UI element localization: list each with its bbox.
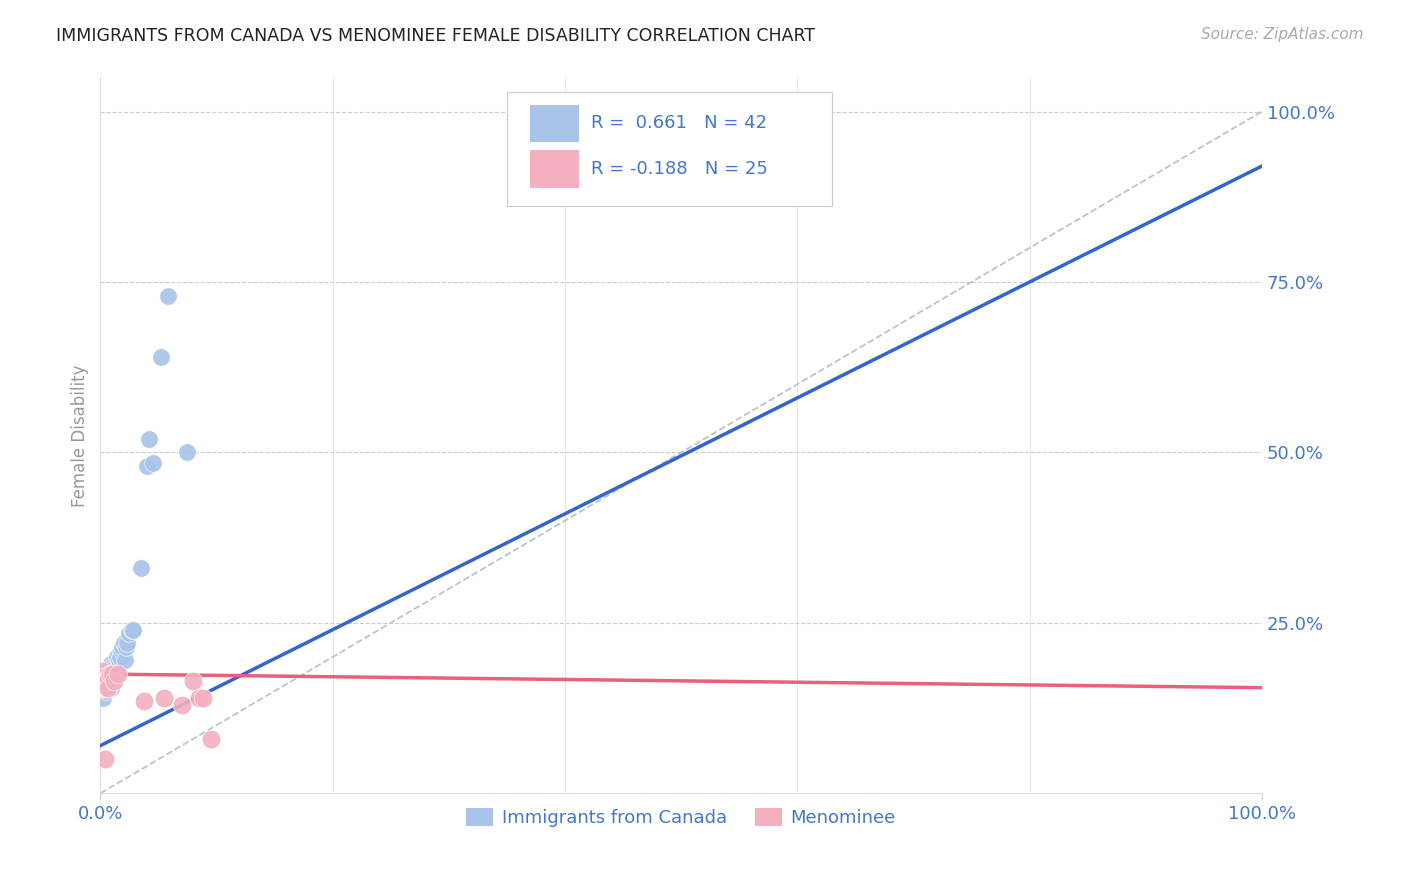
Point (114, 653, 136, 667)
Point (98, 677, 121, 691)
Point (98, 667, 121, 681)
Point (93, 673, 115, 688)
Point (96, 681, 118, 695)
Point (94, 677, 117, 691)
Point (149, 350, 172, 364)
Point (134, 694, 156, 708)
Point (200, 731, 222, 746)
Point (90, 664, 112, 678)
FancyBboxPatch shape (508, 92, 832, 206)
Text: R = -0.188   N = 25: R = -0.188 N = 25 (591, 160, 768, 178)
Point (90, 681, 112, 695)
Point (107, 667, 129, 681)
Point (170, 698, 193, 712)
Point (94, 752, 117, 766)
Point (115, 640, 138, 654)
Point (153, 690, 176, 705)
Point (91, 681, 114, 695)
Y-axis label: Female Disability: Female Disability (72, 364, 89, 507)
Text: IMMIGRANTS FROM CANADA VS MENOMINEE FEMALE DISABILITY CORRELATION CHART: IMMIGRANTS FROM CANADA VS MENOMINEE FEMA… (56, 27, 815, 45)
Point (101, 660, 124, 674)
Point (93, 681, 115, 695)
Point (96, 673, 118, 688)
Point (115, 636, 138, 650)
Point (96, 673, 118, 688)
Point (111, 640, 134, 654)
Point (191, 690, 214, 705)
Point (93, 681, 115, 695)
Point (138, 432, 160, 446)
Point (94, 670, 117, 684)
Point (101, 667, 124, 681)
Point (91, 670, 114, 684)
Point (135, 459, 157, 474)
Point (103, 673, 125, 688)
Point (103, 670, 125, 684)
Point (121, 623, 143, 637)
Point (181, 673, 204, 688)
Point (101, 667, 124, 681)
Legend: Immigrants from Canada, Menominee: Immigrants from Canada, Menominee (460, 801, 903, 834)
FancyBboxPatch shape (530, 151, 579, 187)
Point (112, 636, 135, 650)
Point (98, 667, 121, 681)
Point (96, 673, 118, 688)
Point (94, 681, 117, 695)
Point (96, 681, 118, 695)
Point (176, 445, 198, 459)
Point (93, 670, 115, 684)
Point (96, 677, 118, 691)
Text: Source: ZipAtlas.com: Source: ZipAtlas.com (1201, 27, 1364, 42)
Point (142, 456, 165, 470)
Point (110, 643, 132, 657)
Point (96, 681, 118, 695)
Point (96, 684, 118, 698)
Point (122, 623, 145, 637)
Point (91, 681, 114, 695)
Point (108, 653, 131, 667)
Point (100, 681, 122, 695)
Point (156, 288, 179, 302)
Point (129, 561, 152, 575)
Point (101, 670, 124, 684)
Point (105, 650, 128, 665)
Point (107, 660, 129, 674)
Point (97, 681, 120, 695)
Point (97, 681, 120, 695)
Point (96, 681, 118, 695)
Text: R =  0.661   N = 42: R = 0.661 N = 42 (591, 114, 766, 132)
Point (97, 667, 120, 681)
Point (118, 626, 141, 640)
Point (91, 690, 114, 705)
Point (104, 660, 127, 674)
Point (108, 650, 131, 665)
FancyBboxPatch shape (530, 104, 579, 142)
Point (100, 657, 122, 671)
Point (188, 690, 211, 705)
Point (94, 677, 117, 691)
